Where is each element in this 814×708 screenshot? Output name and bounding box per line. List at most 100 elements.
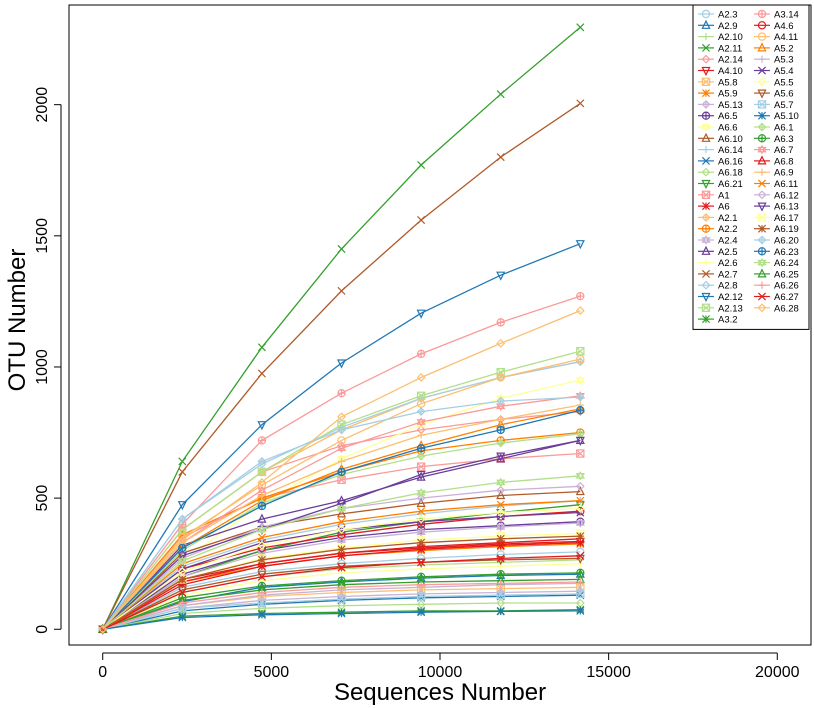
legend-marker xyxy=(758,55,766,63)
data-point xyxy=(496,607,505,616)
series-A5.10 xyxy=(98,606,585,634)
legend-item: A2.4 xyxy=(698,235,738,247)
legend-label: A2.4 xyxy=(718,236,738,247)
y-tick-label: 500 xyxy=(34,485,51,512)
legend-item: A6.14 xyxy=(698,145,743,156)
legend-item: A6.21 xyxy=(698,179,743,190)
legend-marker xyxy=(758,281,766,289)
data-point xyxy=(257,456,267,466)
legend-marker xyxy=(757,257,767,268)
data-point xyxy=(337,412,346,422)
legend-marker xyxy=(757,235,767,245)
legend-label: A5.5 xyxy=(774,77,794,88)
data-point xyxy=(575,504,585,514)
series-A2.11 xyxy=(98,23,585,634)
x-axis: 0 5000 10000 15000 20000 xyxy=(98,652,800,681)
series-layer xyxy=(98,23,585,635)
legend-label: A6.16 xyxy=(718,156,743,167)
series-line xyxy=(102,243,581,630)
data-point xyxy=(496,338,506,348)
data-point xyxy=(416,541,426,551)
x-tick-label: 0 xyxy=(98,664,107,681)
legend-label: A5.9 xyxy=(718,89,738,100)
legend-item: A6.1 xyxy=(754,123,794,134)
data-point xyxy=(257,524,267,535)
legend-label: A6 xyxy=(718,202,730,213)
y-tick-label: 1500 xyxy=(34,218,51,254)
legend-item: A5.7 xyxy=(754,100,794,111)
data-point xyxy=(337,594,346,604)
data-point xyxy=(575,518,585,528)
data-point xyxy=(337,517,346,526)
data-point xyxy=(257,555,266,564)
legend-label: A2.3 xyxy=(718,10,738,21)
data-point xyxy=(576,354,585,364)
legend-label: A6.10 xyxy=(718,134,743,145)
legend-label: A4.11 xyxy=(774,32,798,43)
data-point xyxy=(575,481,585,491)
legend-label: A2.13 xyxy=(718,303,743,314)
data-point xyxy=(416,349,426,359)
legend-marker xyxy=(757,190,767,200)
data-point xyxy=(497,579,505,587)
data-point xyxy=(177,501,187,511)
data-point xyxy=(178,604,187,613)
legend-marker xyxy=(757,89,767,99)
legend-marker xyxy=(702,259,710,267)
data-point xyxy=(416,444,426,453)
data-point xyxy=(575,429,585,439)
legend-marker xyxy=(701,269,711,278)
data-point xyxy=(576,291,585,301)
legend-item: A2.9 xyxy=(698,19,738,32)
legend-item: A3.14 xyxy=(754,10,799,21)
legend-label: A5.8 xyxy=(718,77,738,88)
legend-label: A6.27 xyxy=(774,292,799,303)
legend-label: A6.24 xyxy=(774,258,799,269)
legend-label: A6.1 xyxy=(774,123,794,134)
data-point xyxy=(417,581,425,589)
data-point xyxy=(417,431,425,439)
data-point xyxy=(257,501,267,511)
legend-marker xyxy=(701,202,711,211)
data-point xyxy=(576,406,585,415)
series-line xyxy=(102,475,581,630)
data-point xyxy=(417,558,426,567)
data-point xyxy=(177,556,188,566)
legend-marker xyxy=(701,292,711,303)
legend-marker xyxy=(757,155,767,165)
x-tick-label: 15000 xyxy=(586,664,631,681)
legend-item: A4.6 xyxy=(754,21,794,32)
legend-item: A6.28 xyxy=(754,303,799,314)
legend-label: A6.28 xyxy=(774,303,799,314)
legend-marker xyxy=(757,179,767,188)
data-point xyxy=(337,545,346,554)
series-line xyxy=(102,439,581,630)
data-point xyxy=(337,609,346,618)
data-point xyxy=(496,452,506,462)
series-line xyxy=(102,557,581,630)
data-point xyxy=(496,438,506,448)
legend-label: A6.19 xyxy=(774,224,799,235)
data-point xyxy=(416,407,426,417)
data-point xyxy=(576,23,585,32)
legend-item: A1 xyxy=(698,190,730,201)
data-point xyxy=(337,425,346,435)
data-point xyxy=(257,513,267,523)
series-A6.19 xyxy=(98,532,585,634)
legend-item: A2.2 xyxy=(698,224,738,235)
legend-item: A4.11 xyxy=(754,32,798,43)
data-point xyxy=(496,554,505,563)
legend-marker xyxy=(757,66,767,75)
data-point xyxy=(257,436,267,445)
legend-item: A2.12 xyxy=(698,292,743,303)
legend-item: A6.26 xyxy=(754,281,799,292)
legend-label: A3.14 xyxy=(774,10,799,21)
data-point xyxy=(575,392,585,402)
legend-item: A6.10 xyxy=(698,132,743,145)
data-point xyxy=(257,522,267,532)
legend-item: A2.11 xyxy=(698,43,742,54)
data-point xyxy=(177,567,187,577)
legend-marker xyxy=(701,89,711,98)
legend-marker xyxy=(757,42,767,52)
legend-marker xyxy=(701,212,711,222)
